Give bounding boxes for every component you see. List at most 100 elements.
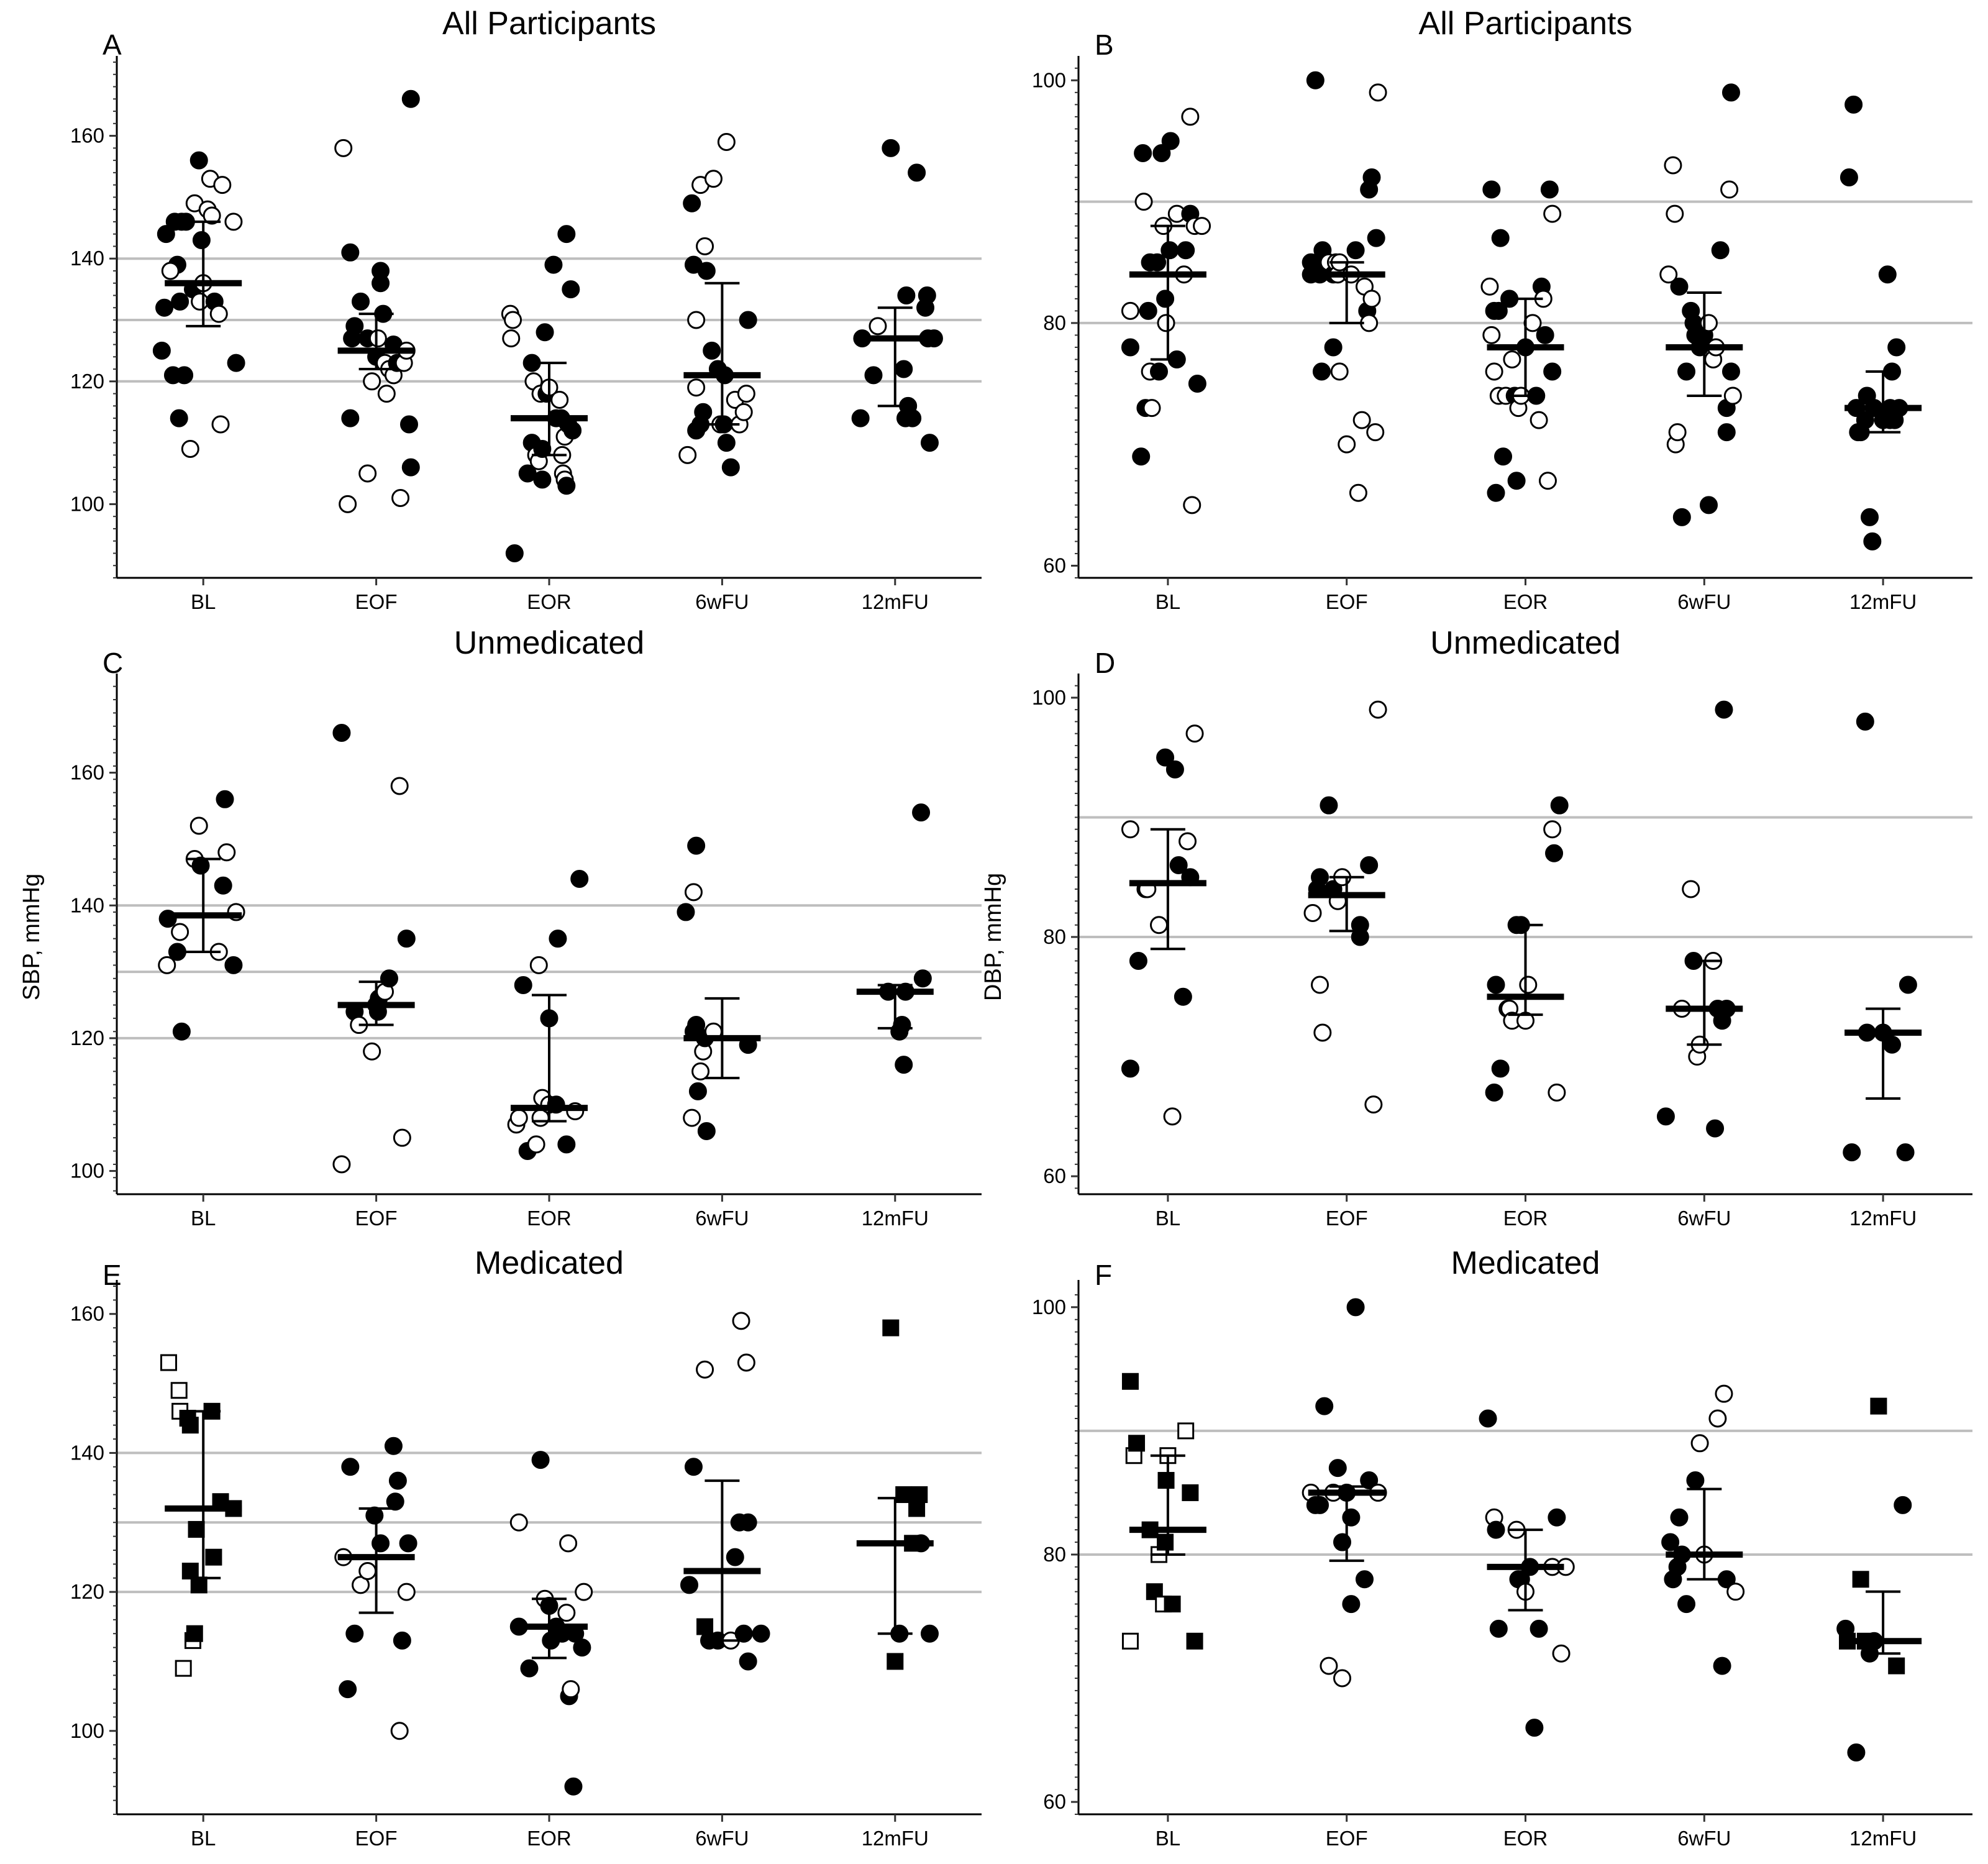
data-point (1311, 1496, 1329, 1514)
data-point (1121, 820, 1139, 839)
x-tick-label: EOF (1326, 590, 1368, 613)
data-point (341, 409, 360, 427)
data-point (345, 1624, 364, 1643)
data-point (533, 470, 552, 489)
data-point (694, 403, 713, 421)
data-point (1489, 301, 1508, 320)
data-point (352, 1576, 370, 1594)
data-point (1482, 326, 1501, 344)
data-point (739, 1652, 757, 1671)
data-point (1165, 760, 1184, 779)
data-point (1536, 326, 1554, 344)
data-point (171, 292, 189, 311)
data-point (1362, 168, 1381, 187)
data-point (739, 1513, 757, 1532)
data-point (1711, 241, 1730, 260)
data-point (1721, 83, 1740, 102)
data-point (1503, 350, 1521, 368)
data-point (557, 1135, 576, 1154)
data-point (918, 286, 936, 304)
data-point (1161, 132, 1180, 150)
x-tick-label: 6wFU (1677, 1207, 1731, 1230)
data-point (697, 1122, 716, 1141)
data-point (536, 323, 554, 342)
panel-title: Unmedicated (1430, 625, 1620, 661)
data-point (684, 883, 703, 902)
data-point (1530, 411, 1548, 429)
x-tick-label: 6wFU (695, 1827, 749, 1850)
data-point (529, 956, 548, 974)
data-point (213, 176, 232, 194)
data-point (1881, 411, 1900, 429)
data-point (1844, 95, 1863, 114)
data-point (1134, 144, 1152, 162)
y-tick-label: 120 (70, 1580, 104, 1603)
data-point (1346, 241, 1365, 260)
data-point (1315, 1397, 1334, 1415)
data-point (1856, 411, 1874, 429)
data-point-square (1121, 1632, 1139, 1650)
data-point (1313, 1023, 1332, 1042)
data-point-square (1164, 1596, 1181, 1613)
data-point (1188, 375, 1206, 393)
data-point (1342, 1595, 1361, 1614)
y-tick-label: 60 (1043, 1164, 1066, 1187)
data-point (691, 1062, 710, 1080)
x-tick-label: EOR (1503, 1207, 1548, 1230)
data-point (1723, 386, 1742, 405)
data-point (1485, 1083, 1503, 1102)
data-point (687, 378, 706, 397)
data-point (1494, 447, 1513, 466)
data-point-square (1121, 1373, 1139, 1390)
data-point (390, 777, 409, 795)
data-point (882, 139, 900, 157)
data-point (399, 1534, 417, 1553)
data-point (1157, 314, 1175, 332)
data-point-square (1186, 1632, 1203, 1650)
data-point (696, 237, 714, 255)
data-point (393, 1631, 411, 1650)
data-point (1726, 1583, 1745, 1601)
data-point (1661, 1533, 1680, 1551)
data-point (368, 329, 387, 348)
data-point (564, 1777, 583, 1796)
data-point (1530, 1619, 1548, 1638)
y-tick-label: 160 (70, 124, 104, 147)
x-tick-label: EOR (1503, 590, 1548, 613)
data-point (365, 1506, 384, 1525)
data-point (168, 943, 186, 961)
data-point (1333, 1669, 1352, 1688)
data-point (1485, 362, 1503, 381)
data-point (1878, 265, 1897, 284)
data-point (1330, 362, 1349, 381)
y-tick-label: 100 (70, 1159, 104, 1182)
data-point (1840, 168, 1858, 187)
panel-letter: E (103, 1259, 122, 1291)
data-point (912, 803, 931, 822)
data-point (1670, 1508, 1689, 1527)
x-tick-label: EOF (355, 1207, 398, 1230)
data-point (1181, 107, 1200, 126)
data-point (1896, 1143, 1915, 1162)
data-point (687, 836, 706, 855)
data-point (683, 194, 701, 212)
data-point (509, 1108, 528, 1127)
data-point-square (908, 1500, 926, 1517)
data-point (1670, 277, 1689, 296)
x-tick-label: BL (1156, 590, 1180, 613)
data-point (1185, 724, 1204, 743)
data-point (157, 225, 175, 244)
data-point (332, 723, 351, 742)
data-point-square (895, 1486, 913, 1504)
data-point (1491, 1059, 1510, 1078)
y-tick-label: 80 (1043, 1543, 1066, 1566)
data-point (1489, 1619, 1508, 1638)
data-point (192, 231, 211, 250)
data-point (895, 1056, 913, 1074)
y-tick-label: 120 (70, 370, 104, 393)
x-tick-label: 12mFU (862, 1827, 929, 1850)
x-tick-label: BL (191, 590, 216, 613)
data-point (1677, 362, 1696, 381)
data-point (550, 390, 569, 409)
data-point (734, 403, 753, 421)
